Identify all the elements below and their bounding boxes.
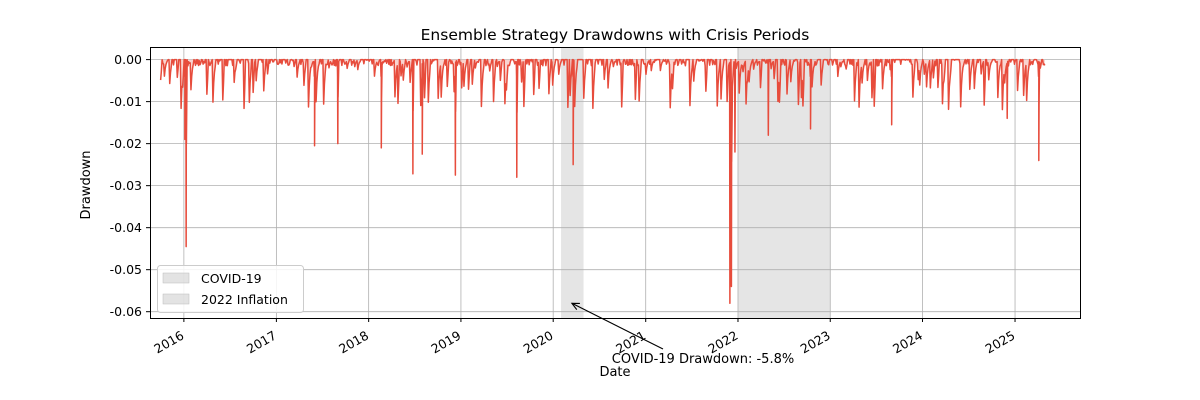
drawdown-series (159, 58, 1046, 305)
y-tick-label: 0.00 (114, 52, 142, 67)
y-tick-label: -0.02 (110, 136, 142, 151)
x-tick-label: 2019 (428, 328, 463, 357)
x-tick-label: 2016 (151, 328, 186, 357)
legend-label-covid: COVID-19 (201, 271, 262, 286)
legend: COVID-19 2022 Inflation (157, 265, 304, 313)
crisis-band-1 (737, 47, 830, 318)
annotation-label: COVID-19 Drawdown: -5.8% (612, 352, 794, 367)
y-tick-label: -0.05 (110, 262, 142, 277)
y-tick-label: -0.04 (110, 220, 142, 235)
x-tick-label: 2020 (521, 328, 556, 357)
legend-swatch-inflation (162, 293, 190, 305)
chart-title: Ensemble Strategy Drawdowns with Crisis … (421, 26, 810, 44)
x-axis-title: Date (599, 365, 630, 380)
y-axis-title: Drawdown (79, 150, 94, 219)
annotation-arrow-line (571, 302, 664, 350)
x-tick-label: 2018 (336, 328, 371, 357)
x-tick-label: 2025 (982, 328, 1017, 357)
legend-swatch-covid (162, 272, 190, 284)
x-tick-label: 2024 (890, 328, 925, 357)
x-tick-label: 2023 (798, 328, 833, 357)
y-axis-ticks: 0.00 -0.01 -0.02 -0.03 -0.04 -0.05 -0.06 (110, 52, 150, 319)
plot-frame (150, 47, 1081, 319)
grid-lines (150, 47, 1080, 318)
drawdown-line (159, 58, 1046, 305)
legend-label-inflation: 2022 Inflation (201, 292, 288, 307)
y-tick-label: -0.01 (110, 94, 142, 109)
legend-box (157, 265, 304, 313)
crisis-band-0 (561, 47, 584, 318)
y-tick-label: -0.06 (110, 304, 142, 319)
y-tick-label: -0.03 (110, 178, 142, 193)
x-axis-ticks: 2016 2017 2018 2019 2020 2021 2022 2023 2024 2025 (151, 318, 1018, 357)
annotation-arrow-head (570, 302, 580, 310)
x-tick-label: 2017 (244, 328, 279, 357)
crisis-shading (561, 47, 830, 318)
covid-annotation: COVID-19 Drawdown: -5.8% (570, 302, 794, 367)
